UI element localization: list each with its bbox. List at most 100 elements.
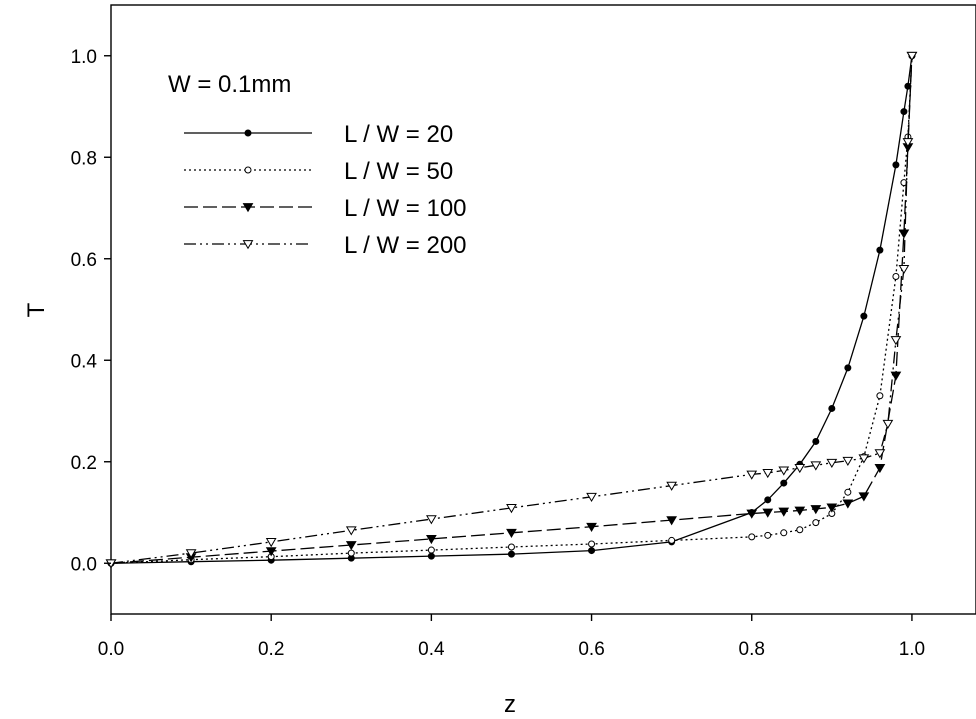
data-point — [810, 461, 822, 471]
data-point — [906, 51, 918, 62]
data-point — [244, 166, 252, 174]
data-point — [425, 535, 437, 545]
legend-entry: L / W = 20 — [184, 121, 453, 148]
data-point — [890, 336, 902, 346]
data-point — [507, 550, 515, 558]
legend-label: L / W = 20 — [344, 121, 453, 148]
data-point — [764, 496, 772, 504]
y-tick-label: 0.4 — [71, 351, 98, 372]
data-point — [876, 392, 884, 400]
x-tick-label: 0.6 — [578, 639, 604, 660]
data-point — [826, 458, 838, 469]
data-point — [812, 519, 820, 527]
data-point — [842, 499, 854, 509]
series-4 — [105, 51, 918, 569]
data-point — [345, 541, 357, 551]
data-point — [812, 437, 820, 445]
data-point — [898, 229, 910, 239]
series-3 — [105, 51, 918, 569]
data-point — [778, 507, 790, 517]
legend-label: L / W = 100 — [344, 195, 467, 222]
data-point — [764, 531, 772, 539]
data-point — [185, 549, 197, 559]
data-point — [345, 526, 357, 536]
data-point — [828, 404, 836, 412]
data-point — [427, 546, 435, 554]
data-point — [876, 246, 884, 254]
data-point — [506, 504, 517, 514]
legend-entry: L / W = 200 — [184, 232, 467, 259]
y-tick-label: 1.0 — [71, 47, 97, 68]
series-1 — [107, 52, 916, 567]
plot-area — [110, 4, 976, 615]
x-tick-label: 0.8 — [739, 639, 765, 660]
data-point — [844, 364, 852, 372]
y-axis-title: T — [23, 302, 50, 317]
x-tick-label: 0.2 — [258, 639, 284, 660]
legend-label: L / W = 50 — [344, 158, 453, 185]
data-point — [794, 506, 806, 516]
data-point — [882, 419, 894, 429]
data-point — [762, 508, 774, 518]
plot-border — [110, 4, 976, 615]
data-point — [842, 456, 854, 466]
data-point — [874, 449, 886, 459]
data-point — [746, 509, 758, 519]
y-tick-label: 0.8 — [71, 148, 97, 169]
data-point — [265, 538, 277, 548]
y-tick-label: 0.0 — [71, 554, 97, 575]
data-point — [762, 469, 774, 479]
data-point — [242, 203, 254, 213]
data-point — [778, 466, 790, 476]
data-point — [900, 179, 908, 187]
data-point — [506, 528, 517, 539]
data-point — [507, 543, 515, 551]
data-point — [425, 515, 437, 525]
legend-entry: L / W = 50 — [184, 158, 453, 185]
series-line — [110, 55, 913, 564]
data-point — [244, 129, 252, 137]
data-point — [347, 549, 355, 557]
x-tick-label: 0.4 — [418, 639, 445, 660]
data-point — [858, 492, 870, 502]
x-tick-label: 1.0 — [899, 639, 925, 660]
legend-entry: L / W = 100 — [184, 195, 467, 222]
data-point — [898, 265, 910, 275]
y-tick-label: 0.6 — [71, 250, 97, 271]
data-point — [666, 516, 678, 526]
data-point — [666, 481, 678, 491]
series-line — [110, 55, 913, 564]
data-point — [588, 540, 596, 548]
data-point — [780, 529, 788, 537]
chart-annotation: W = 0.1mm — [168, 71, 291, 98]
y-tick-label: 0.2 — [71, 453, 97, 474]
data-point — [668, 536, 676, 544]
data-point — [586, 522, 597, 532]
axes: 0.0 0.2 0.4 0.6 0.8 1.0 0.0 0.2 0.4 0.6 0.8 1.0 — [71, 47, 926, 660]
data-point — [780, 479, 788, 487]
series-2 — [107, 52, 916, 567]
data-point — [892, 273, 900, 281]
data-point — [810, 505, 822, 515]
legend: W = 0.1mm L / W = 20 L / W = 50 L / W = 10… — [168, 71, 467, 259]
data-point — [844, 488, 852, 496]
data-point — [588, 547, 596, 555]
data-point — [796, 526, 804, 534]
x-axis-title: z — [504, 691, 516, 718]
data-point — [242, 240, 254, 250]
data-point — [265, 547, 277, 557]
data-point — [826, 503, 838, 513]
data-point — [900, 108, 908, 116]
legend-label: L / W = 200 — [344, 232, 467, 259]
data-point — [586, 492, 597, 503]
series-line — [110, 55, 913, 564]
data-point — [748, 533, 756, 541]
data-point — [746, 470, 758, 480]
series-line — [110, 55, 913, 564]
data-point — [890, 371, 902, 381]
series-layer — [105, 51, 918, 569]
data-point — [902, 138, 914, 148]
x-tick-label: 0.0 — [98, 639, 124, 660]
data-point — [860, 312, 868, 320]
